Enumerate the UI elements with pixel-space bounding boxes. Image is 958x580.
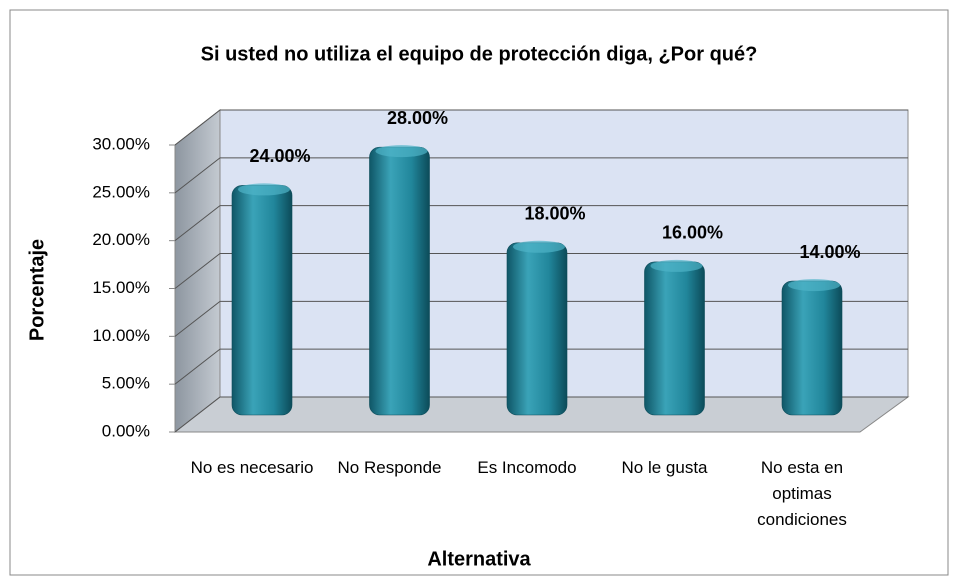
bar-body (369, 146, 430, 416)
y-tick-label: 20.00% (92, 230, 150, 249)
bar (781, 279, 843, 416)
grid-line (174, 157, 908, 194)
bar-top (650, 259, 703, 272)
data-label: 16.00% (662, 223, 723, 243)
x-tick-label: No esta en optimas condiciones (757, 458, 847, 529)
bar-body (506, 242, 568, 416)
y-tick-label: 15.00% (92, 278, 150, 297)
bar (506, 240, 568, 416)
y-axis-title: Porcentaje (26, 239, 48, 341)
bar-body (644, 261, 705, 416)
data-label: 24.00% (249, 146, 310, 166)
bar (369, 145, 430, 416)
bar-body (781, 280, 843, 416)
bar-body (231, 185, 293, 416)
data-label: 18.00% (524, 204, 585, 224)
y-tick-label: 30.00% (92, 134, 150, 153)
x-tick-label: No le gusta (621, 458, 708, 477)
bar-top (788, 279, 840, 292)
grid-line (174, 109, 908, 146)
bar-top (238, 183, 290, 196)
x-axis-title: Alternativa (427, 548, 531, 570)
y-tick-label: 5.00% (102, 374, 150, 393)
data-label: 28.00% (387, 108, 448, 128)
grid-line (174, 253, 908, 289)
bar-top (375, 145, 428, 158)
y-tick-label: 10.00% (92, 326, 150, 345)
grid-line (174, 205, 908, 242)
y-tick-label: 25.00% (92, 182, 150, 201)
x-tick-label: No es necesario (190, 458, 314, 477)
x-tick-label: Es Incomodo (477, 458, 577, 477)
bar-top (513, 240, 565, 253)
bar (644, 259, 705, 416)
bar (231, 183, 293, 416)
chart-title: Si usted no utiliza el equipo de protecc… (201, 43, 758, 65)
data-label: 14.00% (799, 242, 860, 262)
y-tick-label: 0.00% (102, 421, 150, 440)
x-tick-label: No Responde (337, 458, 442, 477)
